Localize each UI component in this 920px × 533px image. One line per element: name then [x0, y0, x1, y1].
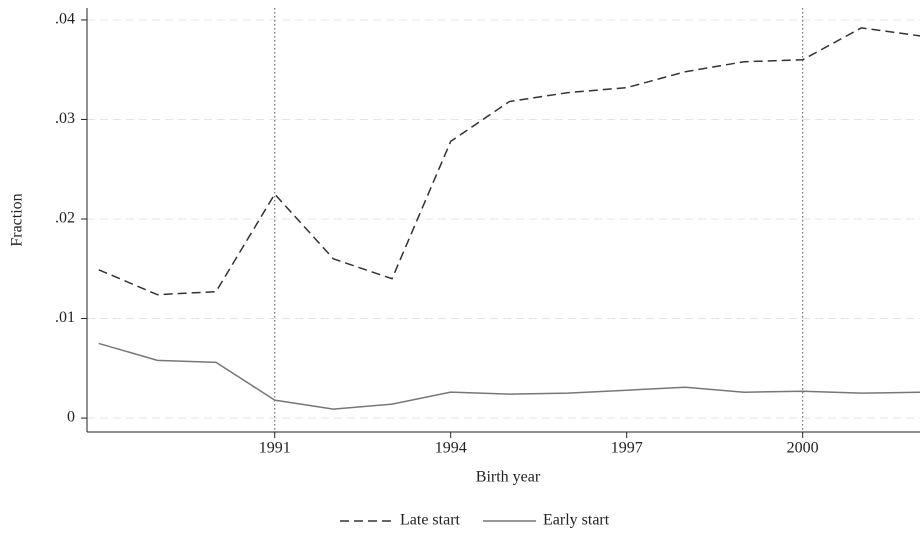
y-tick-label: .01: [55, 309, 75, 326]
y-tick-label: .03: [55, 110, 75, 127]
legend-label: Early start: [543, 512, 610, 529]
y-tick-label: .02: [55, 210, 75, 227]
series-line: [98, 27, 920, 296]
x-tick-label: 1997: [611, 440, 643, 457]
legend-label: Late start: [400, 512, 461, 529]
x-tick-label: 1994: [435, 440, 467, 457]
series-line: [98, 342, 920, 410]
x-axis-label: Birth year: [476, 469, 541, 486]
y-tick-label: 0: [67, 409, 75, 426]
y-axis-label: Fraction: [9, 193, 26, 246]
x-tick-label: 1991: [259, 440, 291, 457]
y-tick-label: .04: [55, 11, 75, 28]
x-tick-label: 2000: [787, 440, 819, 457]
